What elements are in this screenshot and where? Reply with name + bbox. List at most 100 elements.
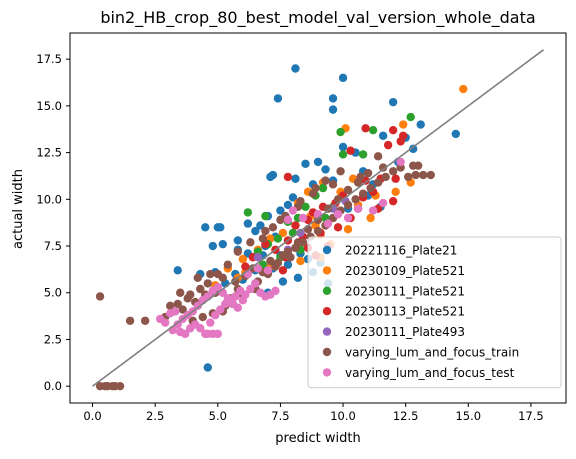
- data-point: [241, 262, 250, 271]
- legend-item: 20230109_Plate521: [322, 264, 465, 278]
- data-point: [160, 318, 170, 327]
- data-point: [318, 183, 328, 193]
- data-point: [293, 273, 303, 282]
- data-point: [388, 97, 398, 107]
- data-point: [323, 204, 333, 213]
- data-point: [388, 167, 398, 176]
- x-tick-label: 7.5: [271, 409, 289, 423]
- data-point: [251, 226, 260, 236]
- data-point: [100, 381, 110, 391]
- data-point: [278, 228, 288, 238]
- y-axis-label: actual width: [11, 169, 26, 249]
- data-point: [95, 292, 105, 301]
- series-2: [243, 112, 415, 269]
- data-point: [283, 260, 293, 269]
- data-point: [346, 146, 355, 155]
- series-6: [155, 157, 405, 339]
- data-point: [338, 150, 348, 159]
- data-point: [321, 176, 330, 185]
- data-point: [311, 183, 320, 193]
- x-tick-label: 0.0: [83, 409, 101, 423]
- legend-marker: [322, 266, 332, 275]
- y-tick-label: 15.0: [36, 99, 62, 113]
- data-point: [273, 258, 283, 268]
- data-point: [233, 236, 243, 245]
- data-point: [353, 178, 363, 187]
- data-point: [403, 172, 413, 182]
- data-point: [203, 363, 212, 372]
- data-point: [373, 152, 383, 161]
- x-tick-label: 5.0: [209, 409, 227, 423]
- y-tick-label: 5.0: [44, 286, 62, 300]
- data-point: [283, 172, 293, 182]
- legend-marker: [322, 307, 332, 316]
- chart-title: bin2_HB_crop_80_best_model_val_version_w…: [100, 8, 535, 28]
- legend-marker: [322, 327, 332, 336]
- data-point: [351, 195, 360, 204]
- data-point: [296, 256, 305, 266]
- data-point: [368, 125, 378, 135]
- data-point: [388, 125, 398, 135]
- data-point: [246, 238, 255, 247]
- data-point: [361, 124, 370, 133]
- x-tick-label: 10.0: [330, 409, 356, 423]
- data-point: [391, 187, 400, 197]
- data-point: [173, 266, 182, 275]
- data-point: [288, 206, 298, 215]
- data-point: [231, 292, 240, 301]
- data-point: [140, 316, 150, 325]
- data-point: [223, 294, 233, 303]
- data-point: [238, 254, 248, 264]
- legend-label: varying_lum_and_focus_train: [345, 346, 519, 360]
- data-point: [426, 170, 435, 180]
- legend-label: 20230111_Plate521: [345, 284, 465, 298]
- x-tick-label: 17.5: [518, 409, 544, 423]
- data-point: [176, 288, 185, 297]
- data-point: [296, 228, 305, 238]
- data-point: [251, 279, 260, 288]
- data-point: [216, 305, 225, 314]
- legend-marker: [322, 286, 332, 295]
- data-point: [338, 142, 348, 152]
- y-tick-label: 10.0: [36, 192, 62, 206]
- x-axis-label: predict width: [275, 431, 360, 446]
- data-point: [358, 189, 368, 198]
- data-point: [283, 200, 293, 210]
- data-point: [416, 120, 425, 129]
- data-point: [218, 239, 228, 249]
- legend-item: 20221116_Plate21: [322, 244, 457, 258]
- legend-item: 20230111_Plate493: [322, 325, 465, 339]
- data-point: [336, 167, 345, 176]
- data-point: [211, 310, 220, 320]
- data-point: [261, 226, 270, 236]
- data-point: [296, 196, 305, 206]
- legend-label: 20221116_Plate21: [345, 244, 457, 258]
- data-point: [343, 185, 353, 195]
- data-point: [333, 210, 343, 219]
- data-point: [343, 213, 353, 223]
- data-point: [203, 279, 212, 288]
- legend-item: 20230113_Plate521: [322, 305, 465, 319]
- data-point: [411, 170, 420, 180]
- data-point: [378, 198, 388, 208]
- data-point: [273, 234, 283, 243]
- data-point: [293, 238, 303, 247]
- data-point: [125, 316, 135, 325]
- data-point: [243, 208, 253, 217]
- data-point: [253, 253, 263, 262]
- data-point: [268, 223, 278, 232]
- data-point: [301, 159, 310, 169]
- legend-label: 20230111_Plate493: [345, 325, 465, 339]
- legend: 20221116_Plate21 20230109_Plate521 2023011…: [307, 236, 562, 389]
- data-point: [378, 163, 388, 172]
- legend-label: varying_lum_and_focus_test: [345, 366, 515, 380]
- data-point: [328, 94, 338, 103]
- data-point: [253, 264, 263, 273]
- data-point: [231, 277, 240, 286]
- data-point: [283, 215, 293, 225]
- data-point: [408, 144, 418, 154]
- data-point: [288, 193, 298, 202]
- data-point: [388, 196, 398, 206]
